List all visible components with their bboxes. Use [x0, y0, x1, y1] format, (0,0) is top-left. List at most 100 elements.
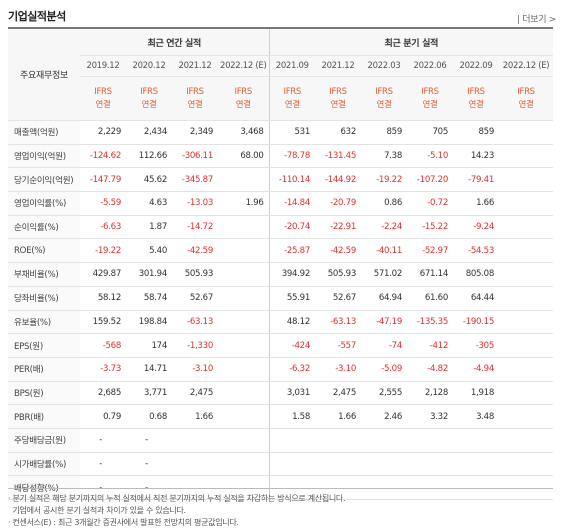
row-label: 당기순이익(억원): [8, 167, 80, 193]
table-cell: -: [126, 475, 172, 500]
table-cell: [218, 262, 269, 287]
table-cell: 394.92: [268, 262, 315, 287]
table-cell: -424: [268, 333, 315, 358]
table-cell: 1.66: [172, 404, 218, 429]
table-cell: -190.15: [453, 310, 499, 335]
table-cell: -5.09: [361, 357, 407, 382]
table-cell: [499, 238, 554, 264]
table-cell: 0.68: [126, 404, 172, 429]
table-cell: 632: [315, 120, 361, 145]
more-link[interactable]: | 더보기 >: [516, 15, 556, 25]
table-row: PBR(배) 0.79 0.68 1.66 1.58 1.66 2.46 3.32 3.48: [8, 404, 554, 429]
table-cell: 3,771: [126, 381, 172, 406]
table-cell: 505.93: [315, 262, 361, 287]
table-cell: -20.74: [268, 215, 315, 240]
period-header: 2020.12: [126, 55, 172, 77]
period-header: 2022.09: [453, 55, 499, 77]
period-header: 2022.12 (E): [218, 55, 269, 77]
table-cell: 2,685: [80, 381, 126, 406]
table-row: PER(배) -3.73 14.71 -3.10 -6.32 -3.10 -5.09 -4.8…: [8, 357, 554, 382]
table-cell: -9.24: [453, 215, 499, 240]
table-cell: [499, 428, 554, 453]
accounting-std-label: IFRS 연결: [80, 76, 126, 121]
table-cell: -40.11: [361, 238, 407, 264]
table-cell: -63.13: [172, 310, 218, 335]
table-row: 매출액(억원) 2,229 2,434 2,349 3,468 531 632 859 705 8…: [8, 120, 554, 145]
table-cell: [407, 475, 453, 500]
table-cell: [499, 167, 554, 193]
table-cell: -78.78: [268, 144, 315, 169]
table-cell: -42.59: [172, 238, 218, 264]
table-cell: -345.87: [172, 167, 218, 193]
accounting-std-label: IFRS 연결: [499, 76, 554, 121]
table-cell: -131.45: [315, 144, 361, 169]
accounting-std-label: IFRS 연결: [361, 76, 407, 121]
table-cell: -124.62: [80, 144, 126, 169]
table-cell: -6.32: [268, 357, 315, 382]
table-cell: [218, 333, 269, 358]
table-cell: -22.91: [315, 215, 361, 240]
table-cell: -: [80, 428, 126, 453]
accounting-std-label: IFRS 연결: [126, 76, 172, 121]
footnotes: · 분기 실적은 해당 분기까지의 누적 실적에서 직전 분기까지의 누적 실적…: [8, 488, 553, 529]
table-row: EPS(원) -568 174 -1,330 -424 -557 -74 -412 -305: [8, 333, 554, 358]
table-cell: 7.38: [361, 144, 407, 169]
table-cell: 0.86: [361, 191, 407, 216]
accounting-std-label: IFRS 연결: [268, 76, 315, 121]
table-cell: [453, 428, 499, 453]
table-cell: [499, 357, 554, 382]
table-cell: [218, 357, 269, 382]
table-cell: 14.71: [126, 357, 172, 382]
table-cell: [361, 452, 407, 477]
table-cell: -3.10: [315, 357, 361, 382]
table-cell: -107.20: [407, 167, 453, 193]
table-cell: 48.12: [268, 310, 315, 335]
table-cell: 1.96: [218, 191, 269, 216]
table-cell: -: [80, 475, 126, 500]
footnote-3: · 컨센서스(E) : 최근 3개월간 증권사에서 발표한 전망치의 평균값입니…: [8, 518, 239, 527]
table-cell: -14.84: [268, 191, 315, 216]
table-cell: 2,128: [407, 381, 453, 406]
row-label: 순이익률(%): [8, 215, 80, 240]
table-cell: 4.63: [126, 191, 172, 216]
table-cell: [218, 310, 269, 335]
table-cell: 3,468: [218, 120, 269, 145]
table-cell: [361, 428, 407, 453]
table-cell: [218, 215, 269, 240]
row-label: 영업이익률(%): [8, 191, 80, 216]
table-cell: 58.12: [80, 286, 126, 311]
table-cell: -0.72: [407, 191, 453, 216]
table-cell: [407, 452, 453, 477]
period-header-row: 2019.12 2020.12 2021.12 2022.12 (E) 2021.09 2…: [8, 55, 554, 77]
table-cell: [453, 452, 499, 477]
table-cell: -: [126, 428, 172, 453]
table-cell: [499, 144, 554, 169]
table-cell: [499, 333, 554, 358]
accounting-std-label: IFRS 연결: [218, 76, 269, 121]
table-cell: [453, 475, 499, 500]
table-cell: -3.73: [80, 357, 126, 382]
table-row: 영업이익률(%) -5.59 4.63 -13.03 1.96 -14.84 -20.79 0…: [8, 191, 554, 216]
table-cell: -2.24: [361, 215, 407, 240]
period-header: 2021.12: [172, 55, 218, 77]
table-cell: 198.84: [126, 310, 172, 335]
table-cell: 45.62: [126, 167, 172, 193]
table-cell: -135.35: [407, 310, 453, 335]
more-link-label[interactable]: 더보기: [522, 15, 547, 25]
table-cell: -14.72: [172, 215, 218, 240]
table-cell: [499, 381, 554, 406]
table-cell: [499, 191, 554, 216]
row-label: ROE(%): [8, 238, 80, 264]
table-cell: -4.82: [407, 357, 453, 382]
period-header: 2019.12: [80, 55, 126, 77]
table-cell: 52.67: [172, 286, 218, 311]
table-cell: -19.22: [361, 167, 407, 193]
table-cell: -4.94: [453, 357, 499, 382]
table-cell: 2,475: [315, 381, 361, 406]
period-header: 2021.09: [268, 55, 315, 77]
table-body: 매출액(억원) 2,229 2,434 2,349 3,468 531 632 859 705 8…: [8, 120, 554, 500]
row-label: 부채비율(%): [8, 262, 80, 287]
table-cell: [499, 475, 554, 500]
table-cell: -3.10: [172, 357, 218, 382]
table-cell: -15.22: [407, 215, 453, 240]
